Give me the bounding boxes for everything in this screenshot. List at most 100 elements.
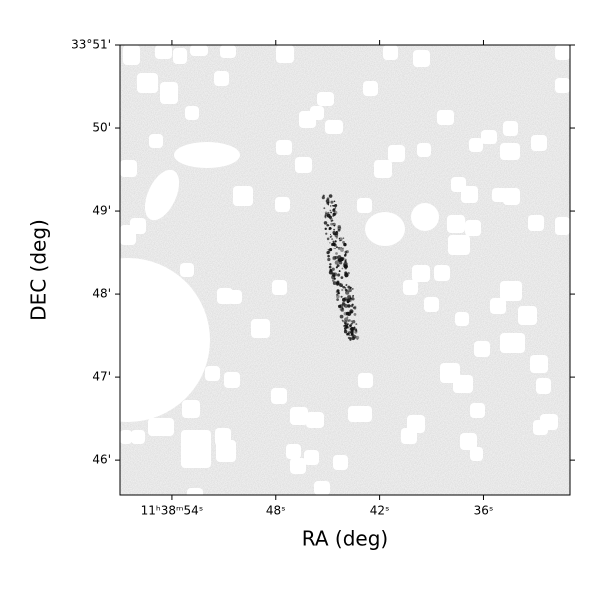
mask [374,160,392,178]
galaxy-star [344,317,349,322]
mask [310,106,324,120]
mask [540,414,558,430]
galaxy-star [328,270,334,275]
mask [518,306,537,325]
mask [448,235,470,255]
mask [403,280,418,295]
mask [123,45,140,65]
galaxy-star [324,216,327,219]
galaxy-star [343,242,347,247]
galaxy-star [341,267,344,270]
galaxy-star [346,316,349,319]
plot-frame [119,44,571,496]
mask [465,220,481,236]
galaxy-star [329,247,333,252]
galaxy-star [341,307,344,310]
mask [503,188,520,205]
galaxy-star [334,260,339,265]
mask [228,290,242,304]
galaxy-star [333,247,335,250]
galaxy [321,194,360,341]
galaxy-star [347,304,351,308]
mask [424,297,439,312]
galaxy-star [344,260,347,263]
galaxy-star [335,266,338,269]
galaxy-star [345,250,349,254]
galaxy-star [324,213,329,217]
mask [137,73,158,93]
galaxy-star [341,319,344,322]
sky-image [120,45,570,495]
mask [412,265,430,282]
galaxy-star [355,323,358,326]
galaxy-star [336,280,340,284]
galaxy-star [328,226,332,230]
galaxy-star [328,265,332,269]
masks [120,45,570,495]
galaxy-star [332,212,336,216]
x-tick-label: 36ˢ [474,504,494,518]
galaxy-star [349,286,352,289]
galaxy-star [352,335,354,337]
mask [272,280,287,295]
galaxy-star [339,240,341,242]
mask [447,215,465,233]
mask [205,366,220,381]
y-tick-label: 48' [92,287,111,301]
galaxy-star [321,196,325,200]
galaxy-star [351,303,354,306]
mask [275,197,290,212]
galaxy-star [329,209,332,212]
mask [120,430,132,444]
galaxy-star [327,254,330,258]
galaxy-star [326,237,330,241]
mask [481,130,497,144]
galaxy-star [338,261,343,265]
mask [531,135,547,151]
mask [417,143,431,157]
galaxy-star [350,333,355,337]
mask [460,433,477,450]
mask [276,140,292,155]
galaxy-star [350,330,354,334]
galaxy-star [338,304,342,308]
y-tick-label: 46' [92,453,111,467]
galaxy-star [327,248,330,251]
galaxy-star [334,231,339,235]
galaxy-star [347,326,350,329]
mask [455,312,469,326]
galaxy-star [337,291,340,295]
mask [173,48,187,64]
galaxy-star [330,222,334,226]
galaxy-star [335,236,339,239]
galaxy-star [345,290,350,295]
mask [434,265,450,281]
mask [295,157,312,173]
galaxy-star [347,294,352,299]
galaxy-star [337,282,342,286]
galaxy-star [336,246,338,249]
mask [461,186,478,203]
galaxy-star [328,215,332,219]
galaxy-star [343,329,348,334]
galaxy-star [355,335,360,340]
mask [187,488,203,495]
galaxy-star [332,242,336,246]
mask [470,447,483,461]
galaxy-star [327,204,330,206]
mask [182,400,200,418]
galaxy-star [351,288,354,290]
mask [470,403,485,418]
galaxy-star [353,326,356,329]
mask [469,138,483,152]
galaxy-star [344,287,347,289]
galaxy-star [336,293,339,296]
galaxy-star [348,288,352,293]
mask [131,430,145,444]
galaxy-star [338,270,341,273]
galaxy-star [331,238,334,241]
galaxy-star [334,204,338,208]
galaxy-star [330,211,332,214]
galaxy-star [352,335,357,339]
x-tick-label: 11ʰ38ᵐ54ˢ [141,504,204,518]
